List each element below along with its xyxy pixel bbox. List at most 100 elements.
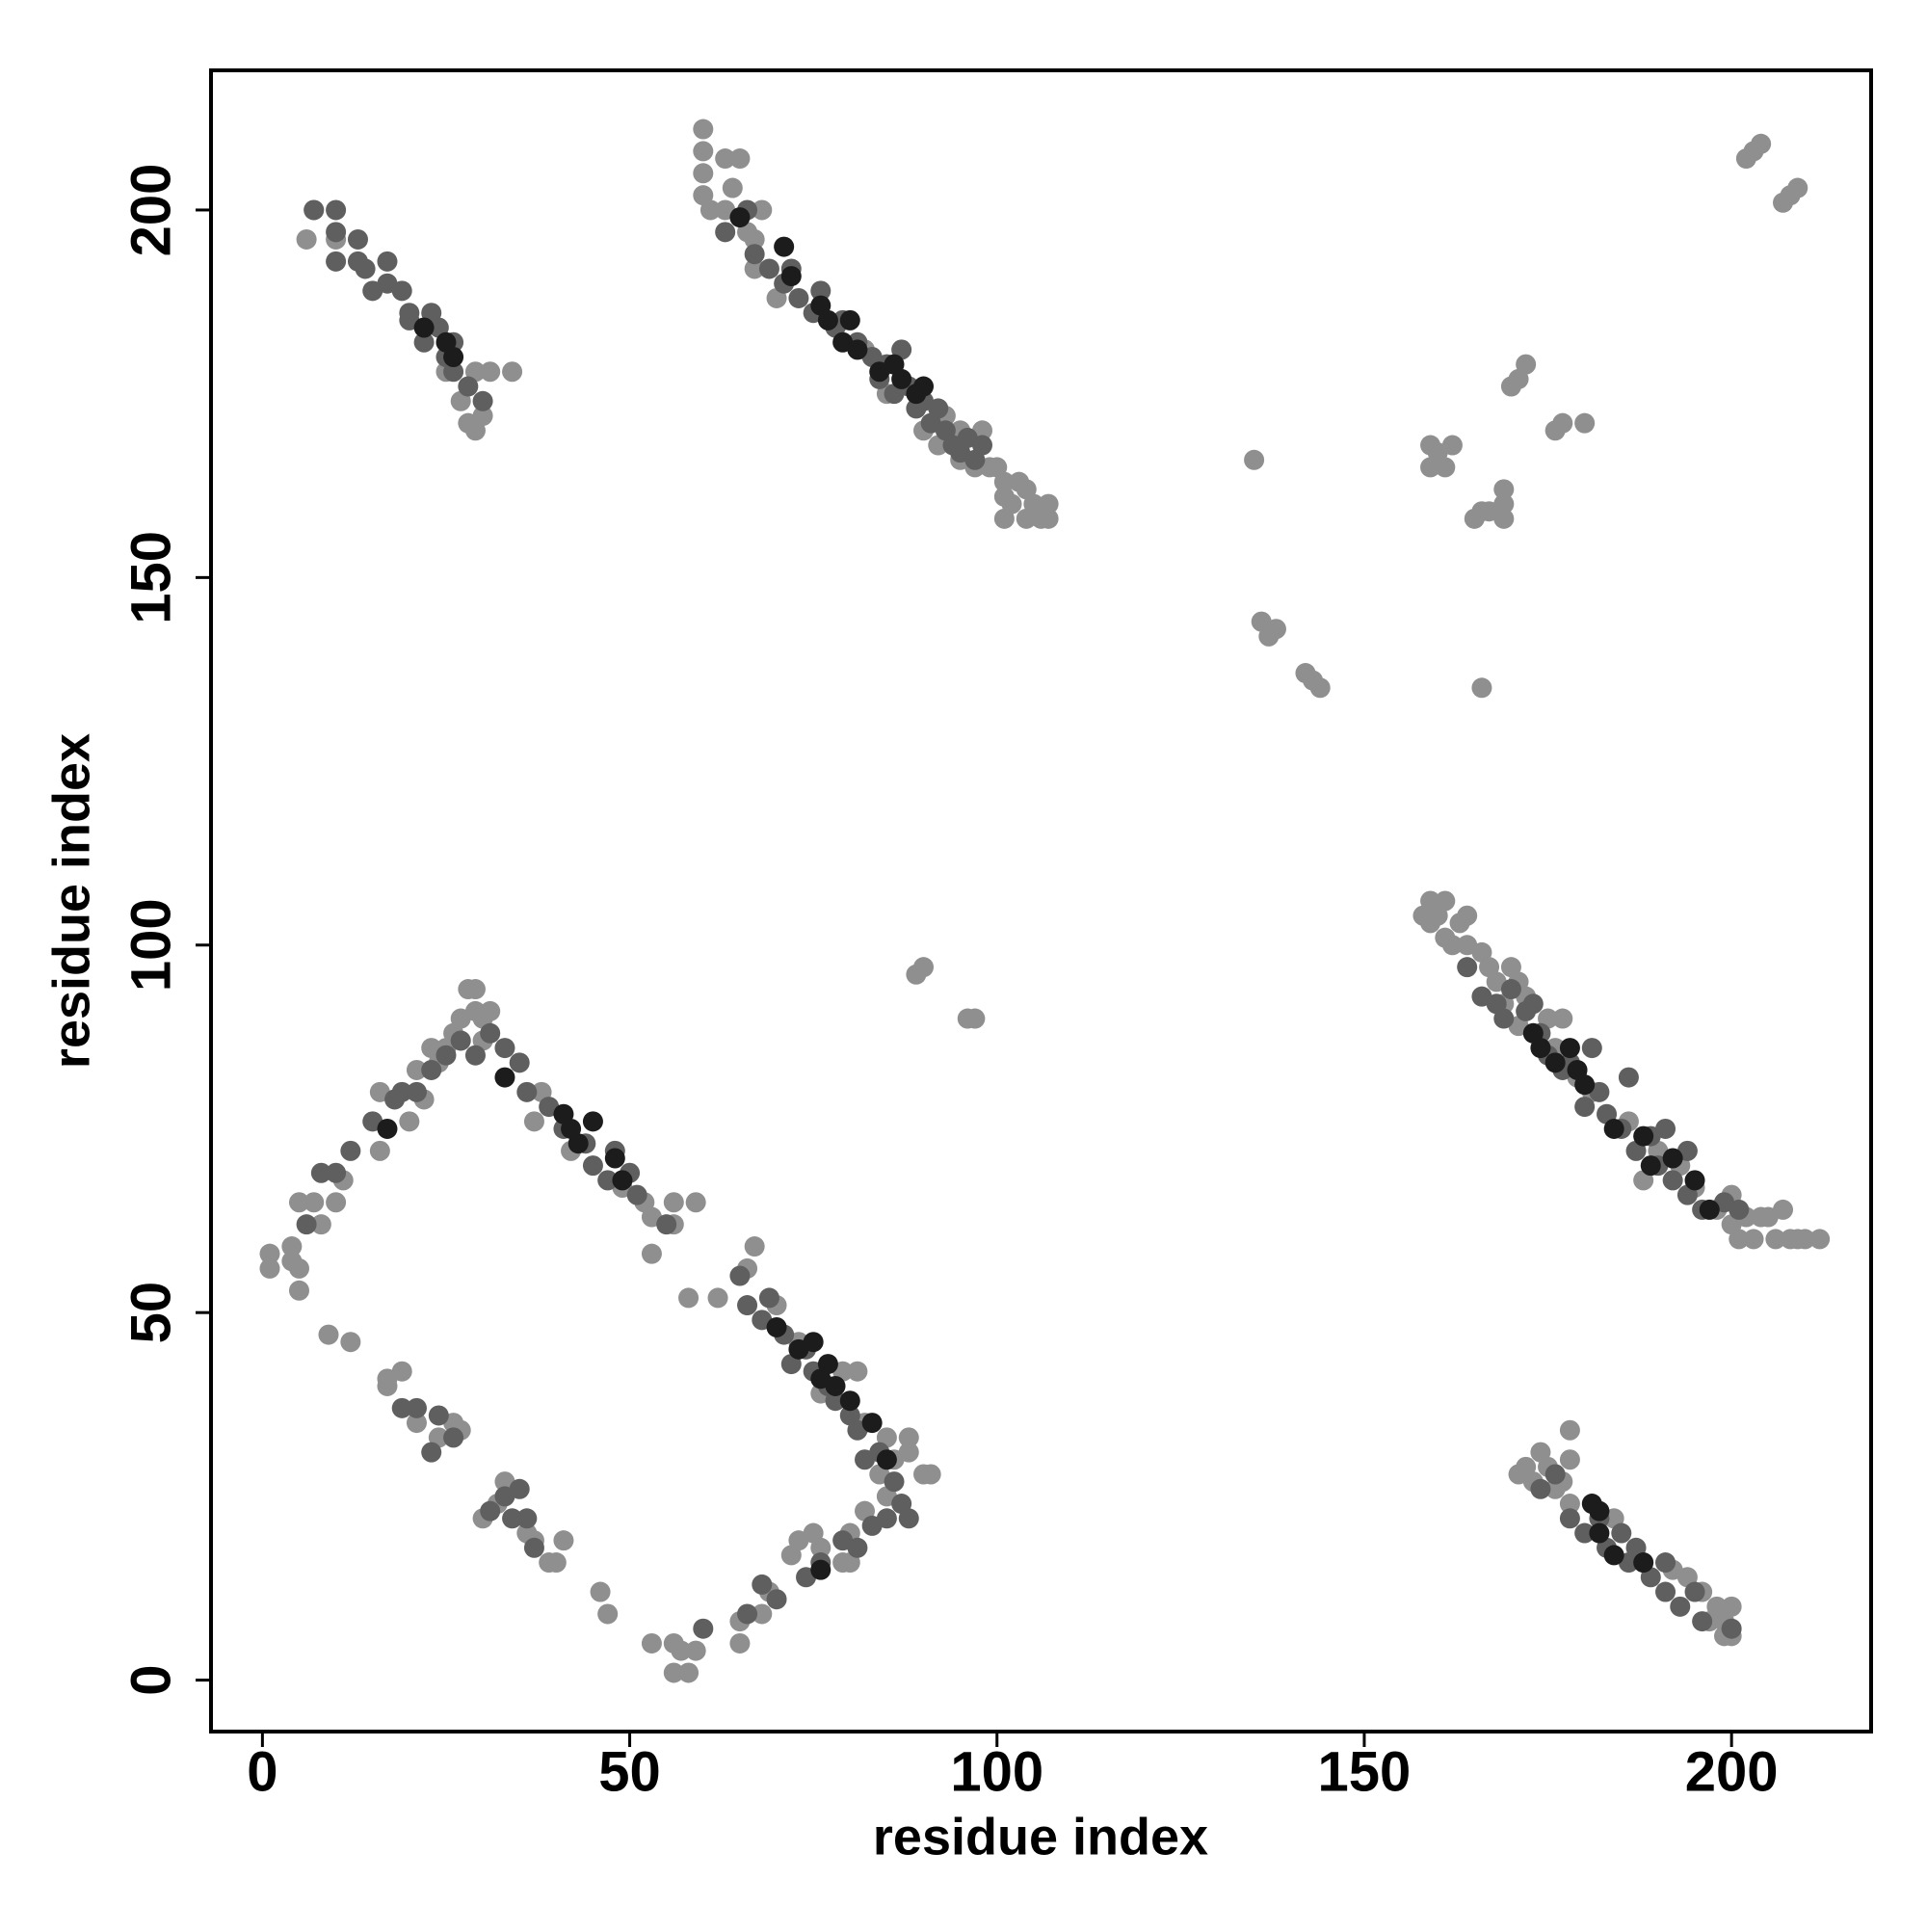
- point: [340, 1332, 361, 1353]
- point: [590, 1581, 611, 1602]
- point: [1699, 1199, 1720, 1220]
- point: [259, 1257, 280, 1279]
- point: [436, 1045, 457, 1066]
- point: [641, 1243, 662, 1264]
- point: [296, 1214, 317, 1235]
- point: [509, 1052, 530, 1073]
- point: [1603, 1118, 1624, 1139]
- point: [1244, 449, 1265, 470]
- point: [1457, 905, 1478, 926]
- point: [693, 141, 714, 162]
- point: [1457, 957, 1478, 978]
- x-axis-title: residue index: [873, 1808, 1208, 1866]
- point: [406, 1413, 427, 1434]
- x-tick-label: 150: [1318, 1740, 1412, 1803]
- point: [1552, 1008, 1573, 1029]
- point: [678, 1662, 700, 1683]
- point: [443, 361, 464, 383]
- point: [744, 1236, 765, 1257]
- point: [326, 222, 347, 243]
- point: [1559, 1494, 1580, 1515]
- point: [626, 1184, 647, 1205]
- point: [1794, 1229, 1815, 1250]
- point: [700, 199, 721, 221]
- y-tick-label: 0: [119, 1664, 182, 1695]
- point: [1743, 1229, 1764, 1250]
- point: [458, 376, 479, 397]
- point: [450, 1030, 471, 1051]
- point: [663, 1662, 684, 1683]
- point: [758, 1287, 779, 1309]
- point: [876, 1449, 897, 1470]
- point: [1633, 1552, 1654, 1574]
- point: [1559, 1449, 1580, 1470]
- point: [693, 1618, 714, 1639]
- point: [1729, 1199, 1750, 1220]
- point: [369, 1140, 390, 1161]
- point: [326, 1192, 347, 1213]
- point: [685, 1640, 706, 1661]
- point: [480, 1000, 501, 1021]
- point: [1751, 1206, 1772, 1228]
- point: [744, 258, 765, 279]
- point: [758, 258, 779, 279]
- point: [1309, 677, 1331, 699]
- point: [310, 1162, 331, 1183]
- y-axis-title: residue index: [42, 733, 100, 1069]
- point: [1662, 1148, 1683, 1169]
- point: [355, 258, 376, 279]
- point: [1559, 1038, 1580, 1059]
- point: [898, 1508, 919, 1529]
- point: [1516, 354, 1537, 375]
- point: [1670, 1596, 1691, 1617]
- point: [480, 1022, 501, 1044]
- point: [729, 148, 751, 170]
- point: [722, 177, 743, 198]
- point: [494, 1038, 515, 1059]
- point: [729, 1632, 751, 1654]
- point: [913, 957, 935, 978]
- point: [443, 347, 464, 368]
- point: [861, 1413, 883, 1434]
- point: [413, 331, 435, 353]
- point: [641, 1632, 662, 1654]
- point: [847, 339, 868, 360]
- point: [1493, 1008, 1515, 1029]
- point: [1684, 1581, 1705, 1602]
- point: [1589, 1522, 1610, 1544]
- point: [1544, 1464, 1566, 1485]
- point: [582, 1155, 603, 1177]
- plot-frame: [209, 68, 1873, 1734]
- point: [494, 1067, 515, 1088]
- point: [1640, 1155, 1661, 1177]
- point: [288, 1257, 309, 1279]
- point: [993, 471, 1015, 492]
- point: [1603, 1545, 1624, 1566]
- point: [832, 1530, 854, 1551]
- point: [1655, 1118, 1676, 1139]
- point: [825, 1390, 846, 1412]
- point: [1559, 1508, 1580, 1529]
- point: [472, 390, 493, 411]
- point: [1574, 412, 1596, 434]
- x-tick-label: 200: [1685, 1740, 1779, 1803]
- point: [318, 1324, 339, 1345]
- point: [1441, 435, 1463, 456]
- point: [737, 1295, 758, 1316]
- point: [340, 1140, 361, 1161]
- point: [406, 1397, 427, 1418]
- point: [1684, 1170, 1705, 1191]
- point: [766, 1589, 787, 1610]
- point: [993, 486, 1015, 507]
- point: [480, 361, 501, 383]
- point: [1773, 1199, 1794, 1220]
- point: [1574, 1074, 1596, 1096]
- point: [1441, 935, 1463, 956]
- point: [406, 1081, 427, 1102]
- point: [1721, 1618, 1742, 1639]
- point: [913, 376, 935, 397]
- point: [597, 1603, 619, 1625]
- point: [1809, 1229, 1831, 1250]
- point: [928, 398, 949, 419]
